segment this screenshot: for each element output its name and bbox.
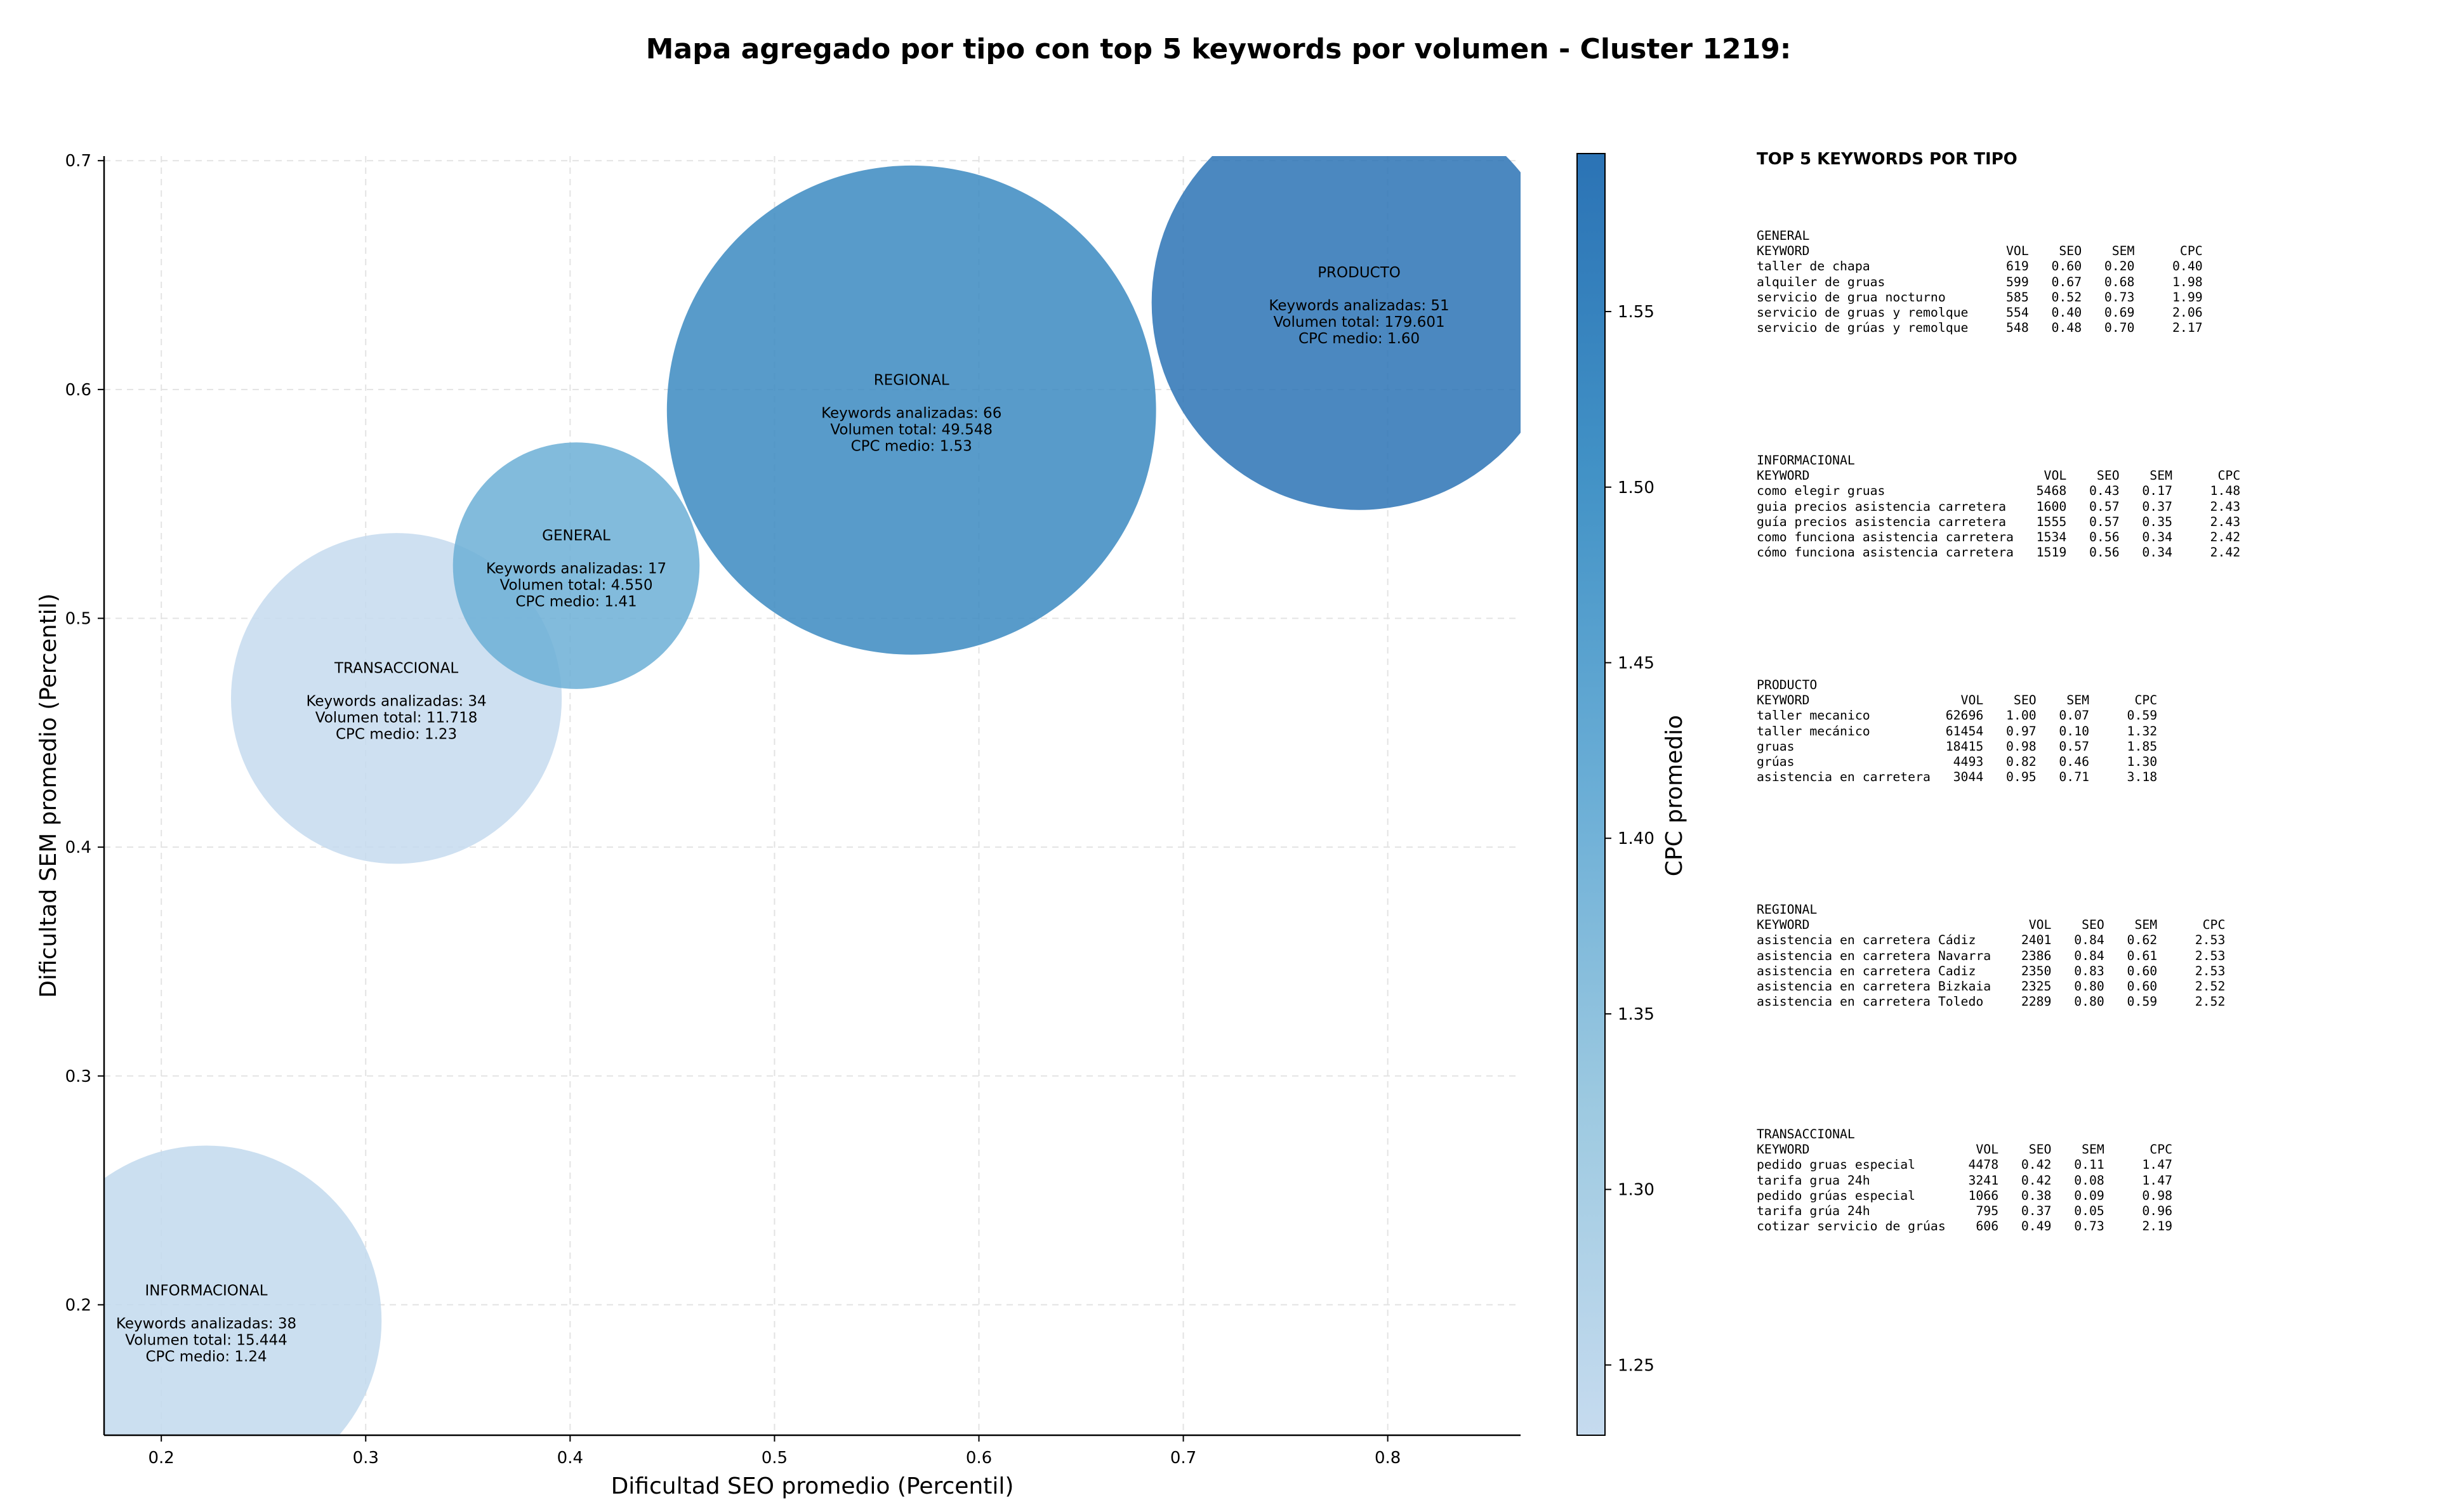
bubble-label-line: INFORMACIONAL: [145, 1283, 267, 1299]
x-tick-label: 0.3: [353, 1449, 379, 1468]
bubble-label-line: Volumen total: 179.601: [1273, 314, 1444, 331]
bubble-label-line: Volumen total: 15.444: [125, 1332, 287, 1349]
top5-block-producto: PRODUCTO KEYWORD VOL SEO SEM CPC taller …: [1757, 678, 2157, 785]
y-tick-label: 0.4: [65, 838, 91, 857]
bubble-regional: [666, 165, 1156, 655]
bubble-label-line: GENERAL: [542, 528, 611, 544]
x-tick-label: 0.5: [762, 1449, 788, 1468]
top5-table-regional: REGIONAL KEYWORD VOL SEO SEM CPC asisten…: [1757, 902, 2226, 1009]
colorbar-tick-label: 1.50: [1618, 478, 1654, 497]
colorbar-tick-label: 1.35: [1618, 1005, 1654, 1024]
bubble-label-line: Keywords analizadas: 66: [821, 405, 1001, 421]
bubble-label-line: CPC medio: 1.41: [515, 594, 637, 610]
tick-labels: 0.2 0.3 0.4 0.5 0.6 0.7 0.8 0.2 0.3 0.4 0.5 0.6 0.7: [65, 152, 1401, 1468]
bubble-label-line: TRANSACCIONAL: [334, 661, 458, 677]
bubble-label-line: PRODUCTO: [1318, 265, 1401, 281]
bubble-producto: [1151, 156, 1521, 510]
y-axis-label: Dificultad SEM promedio (Percentil): [36, 593, 62, 998]
colorbar: 1.25 1.30 1.35 1.40 1.45 1.50 1.55 CPC promedi…: [1576, 153, 1687, 1436]
y-tick-label: 0.3: [65, 1067, 91, 1086]
bubble-label-line: Volumen total: 49.548: [830, 421, 993, 438]
bubble-label-line: CPC medio: 1.24: [145, 1349, 267, 1365]
top5-panel: TOP 5 KEYWORDS POR TIPO GENERAL KEYWORD …: [1757, 150, 2423, 1233]
top5-title: TOP 5 KEYWORDS POR TIPO: [1757, 150, 2018, 169]
bubble-label-line: [394, 677, 399, 694]
colorbar-label: CPC promedio: [1661, 715, 1687, 876]
bubble-label-line: CPC medio: 1.53: [851, 438, 972, 454]
bubble-label-layer: INFORMACIONAL Keywords analizadas: 38 Vol…: [116, 265, 1450, 1365]
top5-table-informacional: INFORMACIONAL KEYWORD VOL SEO SEM CPC co…: [1757, 453, 2241, 560]
top5-block-general: GENERAL KEYWORD VOL SEO SEM CPC taller d…: [1757, 228, 2203, 336]
top5-block-informacional: INFORMACIONAL KEYWORD VOL SEO SEM CPC co…: [1757, 453, 2240, 560]
top5-block-transaccional: TRANSACCIONAL KEYWORD VOL SEO SEM CPC pe…: [1757, 1127, 2172, 1234]
bubble-label-line: Keywords analizadas: 34: [306, 694, 486, 710]
bubble-label-line: Keywords analizadas: 38: [116, 1316, 296, 1332]
bubble-label-line: Keywords analizadas: 17: [486, 561, 666, 577]
colorbar-tick-label: 1.40: [1618, 829, 1654, 848]
y-tick-label: 0.6: [65, 381, 91, 400]
bubble-label-line: [1357, 281, 1361, 298]
y-tick-label: 0.2: [65, 1296, 91, 1315]
bubble-label-regional: REGIONAL Keywords analizadas: 66 Volumen …: [821, 372, 1001, 454]
bubble-label-general: GENERAL Keywords analizadas: 17 Volumen t…: [486, 528, 666, 610]
x-tick-label: 0.2: [149, 1449, 175, 1468]
x-tick-label: 0.6: [966, 1449, 992, 1468]
bubble-label-transaccional: TRANSACCIONAL Keywords analizadas: 34 Vol…: [306, 661, 486, 743]
top5-table-transaccional: TRANSACCIONAL KEYWORD VOL SEO SEM CPC pe…: [1757, 1127, 2173, 1234]
colorbar-ticks: 1.25 1.30 1.35 1.40 1.45 1.50 1.55: [1605, 303, 1654, 1375]
y-tick-label: 0.5: [65, 610, 91, 629]
colorbar-tick-label: 1.30: [1618, 1181, 1654, 1200]
bubble-label-informacional: INFORMACIONAL Keywords analizadas: 38 Vol…: [116, 1283, 296, 1365]
colorbar-tick-label: 1.55: [1618, 303, 1654, 322]
bubble-general: [452, 442, 700, 689]
x-tick-label: 0.4: [557, 1449, 583, 1468]
bubble-layer: [104, 156, 1521, 1435]
bubble-label-line: Keywords analizadas: 51: [1269, 298, 1449, 314]
bubble-label-line: [909, 388, 914, 405]
bubble-label-line: Volumen total: 11.718: [315, 710, 478, 726]
y-tick-label: 0.7: [65, 152, 91, 171]
bubble-label-line: CPC medio: 1.23: [336, 726, 457, 743]
bubble-label-line: [204, 1299, 208, 1316]
top5-table-producto: PRODUCTO KEYWORD VOL SEO SEM CPC taller …: [1757, 678, 2158, 785]
bubble-label-producto: PRODUCTO Keywords analizadas: 51 Volumen …: [1269, 265, 1449, 347]
bubble-label-line: CPC medio: 1.60: [1298, 331, 1420, 347]
colorbar-tick-label: 1.45: [1618, 654, 1654, 673]
bubble-label-line: [574, 544, 578, 561]
top5-table-general: GENERAL KEYWORD VOL SEO SEM CPC taller d…: [1757, 228, 2203, 336]
x-tick-label: 0.7: [1170, 1449, 1196, 1468]
x-tick-label: 0.8: [1375, 1449, 1401, 1468]
bubble-label-line: Volumen total: 4.550: [500, 577, 653, 594]
colorbar-gradient: [1576, 153, 1606, 1436]
bubble-label-line: REGIONAL: [874, 372, 949, 388]
axes: [98, 156, 1521, 1442]
bubble-informacional: [104, 1145, 382, 1435]
colorbar-tick-label: 1.25: [1618, 1356, 1654, 1375]
x-axis-label: Dificultad SEO promedio (Percentil): [611, 1473, 1014, 1499]
top5-block-regional: REGIONAL KEYWORD VOL SEO SEM CPC asisten…: [1757, 902, 2225, 1009]
chart-title: Mapa agregado por tipo con top 5 keyword…: [645, 33, 1792, 65]
